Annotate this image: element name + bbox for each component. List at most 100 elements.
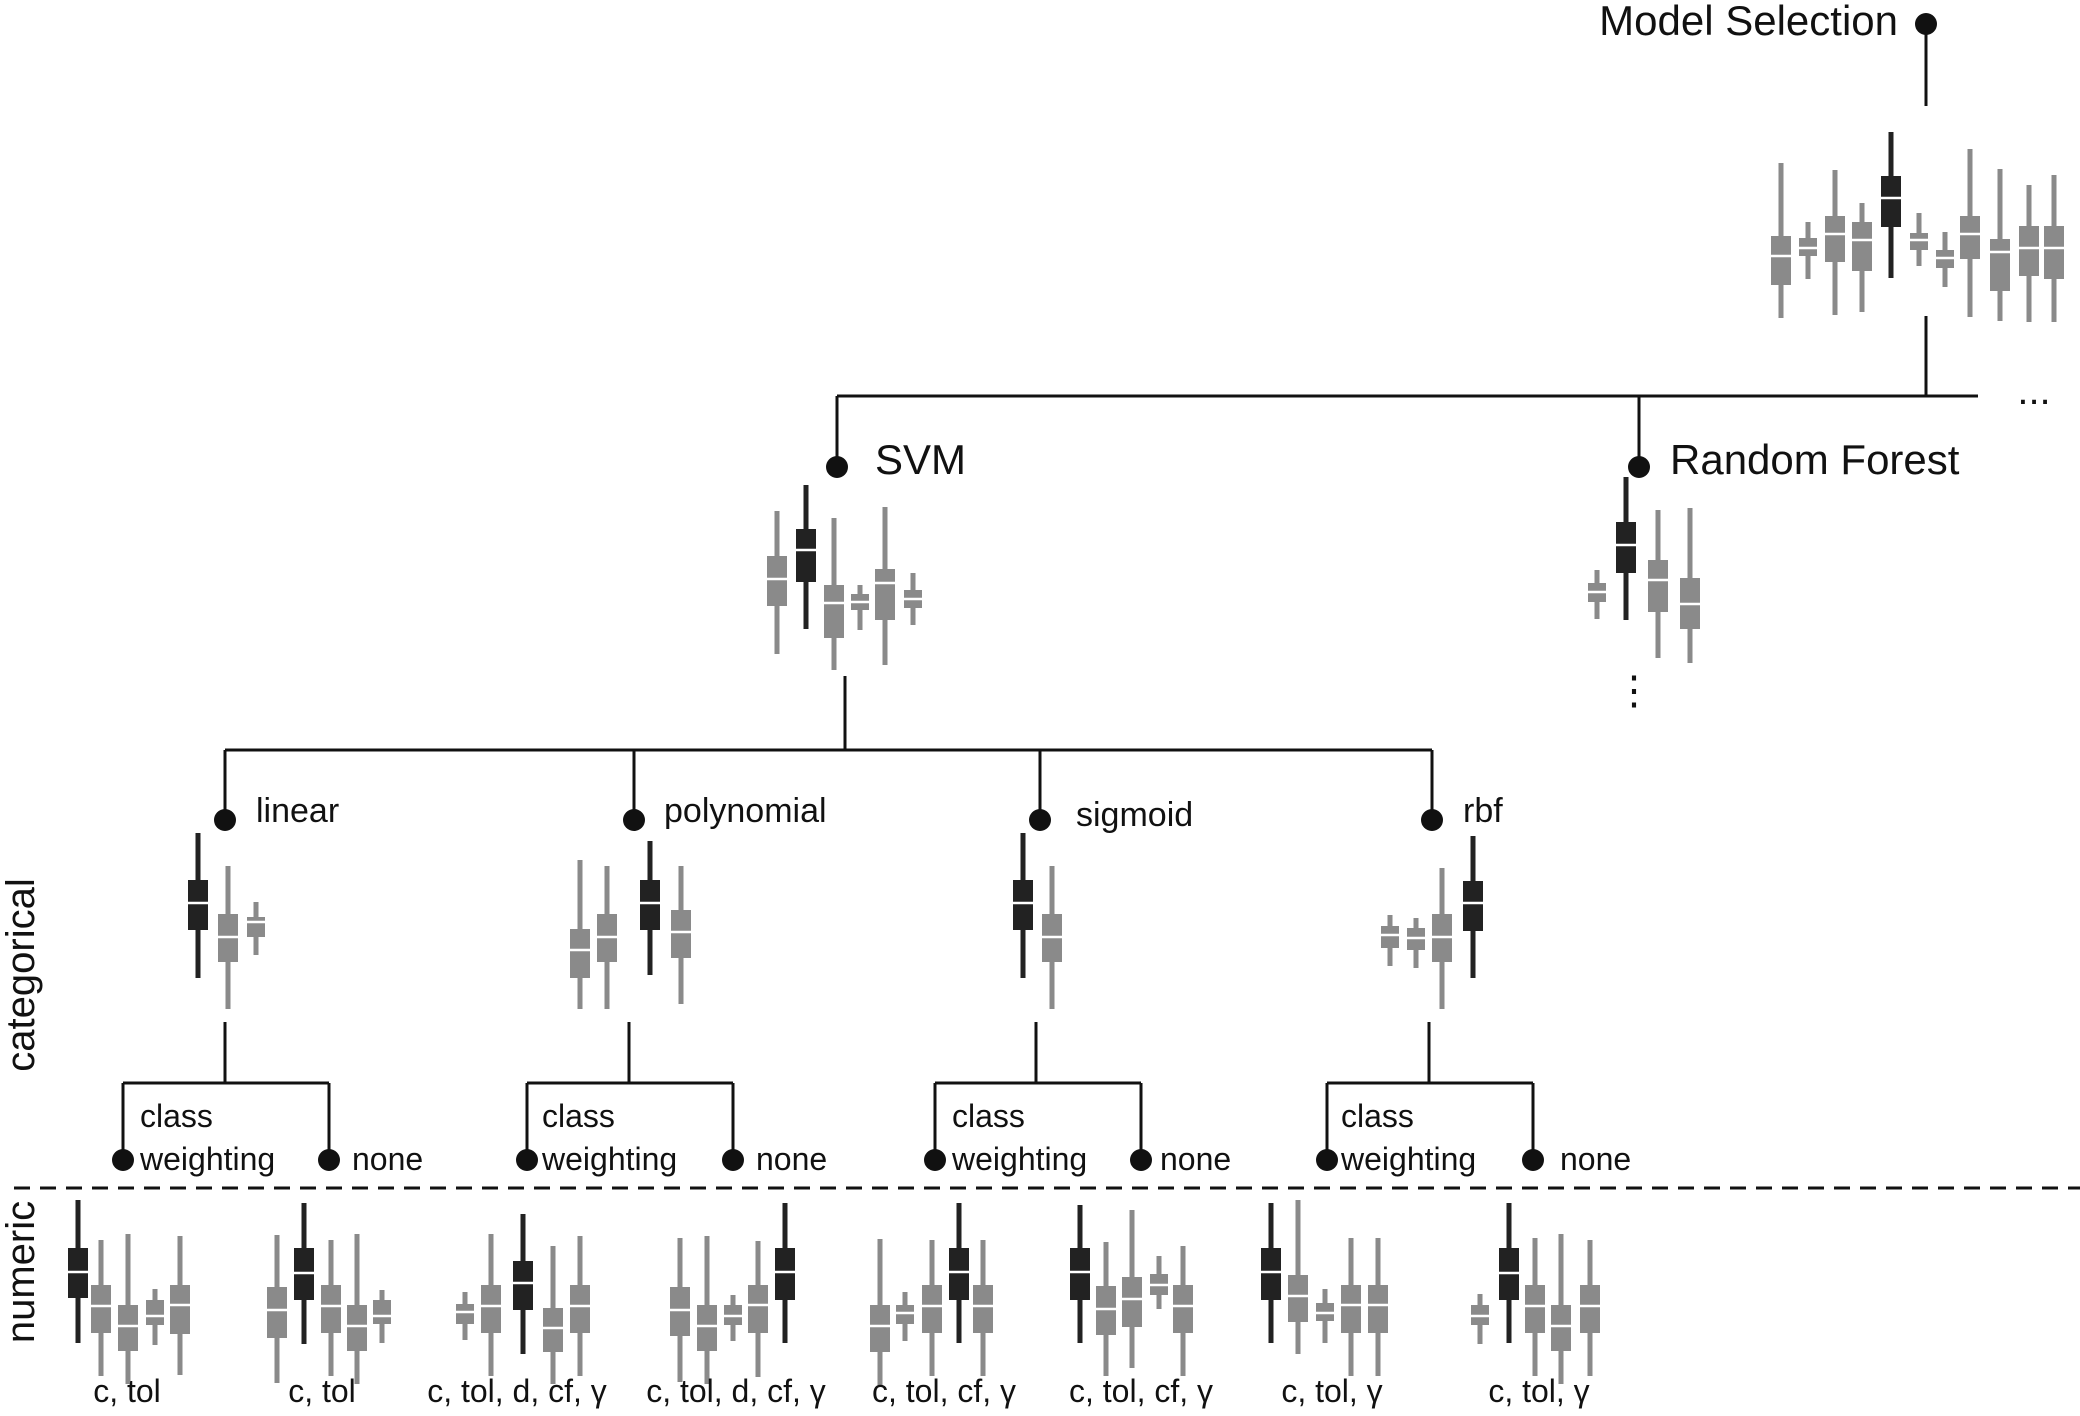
boxplot-4 xyxy=(748,1241,768,1377)
boxplot-box xyxy=(1825,216,1845,262)
boxplot-box xyxy=(671,910,691,958)
boxplot-box xyxy=(1341,1285,1361,1333)
boxplot-box xyxy=(2019,226,2039,276)
rbf-none-label: none xyxy=(1560,1141,1631,1177)
boxplot-3 xyxy=(1432,868,1452,1009)
root-node-label: Model Selection xyxy=(1599,0,1898,44)
sigmoid-none-label: none xyxy=(1160,1141,1231,1177)
boxplot-box xyxy=(373,1300,391,1324)
boxplot-box xyxy=(1173,1285,1193,1333)
boxplot-1 xyxy=(1381,915,1399,966)
boxplot-box xyxy=(1648,560,1668,612)
selected-boxplot-5 xyxy=(775,1203,795,1343)
boxplot-box xyxy=(1525,1285,1545,1333)
leaf-8-boxplot-group xyxy=(1471,1203,1600,1384)
root-boxplot-group xyxy=(1771,132,2064,322)
boxplot-box xyxy=(748,1285,768,1333)
rbf-node-dot xyxy=(1421,809,1443,831)
boxplot-box xyxy=(973,1285,993,1333)
boxplot-3 xyxy=(118,1234,138,1384)
boxplot-5 xyxy=(570,1236,590,1376)
selected-boxplot-1 xyxy=(1261,1203,1281,1343)
boxplot-5 xyxy=(1173,1246,1193,1376)
boxplot-box xyxy=(824,585,844,638)
boxplot-box xyxy=(170,1285,190,1334)
boxplot-box xyxy=(1881,176,1901,227)
sigmoid-class-weighting-dot xyxy=(924,1149,946,1171)
polynomial-none-label: none xyxy=(756,1141,827,1177)
sigmoid-node-dot xyxy=(1029,809,1051,831)
boxplot-1 xyxy=(767,511,787,654)
boxplot-box xyxy=(1261,1248,1281,1300)
boxplot-box xyxy=(456,1304,474,1324)
linear-node-dot xyxy=(214,809,236,831)
leaf-7-param-label: c, tol, γ xyxy=(1281,1373,1382,1409)
linear-weighting-branch: class weighting none xyxy=(112,1022,423,1177)
boxplot-box xyxy=(1990,239,2010,291)
boxplot-box xyxy=(875,569,895,620)
boxplot-3 xyxy=(321,1240,341,1376)
linear-boxplot-group xyxy=(188,833,265,1009)
boxplot-3 xyxy=(1316,1289,1334,1343)
boxplot-box xyxy=(543,1308,563,1352)
selected-boxplot-1 xyxy=(1013,833,1033,978)
sigmoid-weighting-branch: class weighting none xyxy=(924,1022,1231,1177)
polynomial-weighting-branch: class weighting none xyxy=(516,1022,827,1177)
svm-node-label: SVM xyxy=(875,436,966,483)
boxplot-4 xyxy=(347,1234,367,1384)
polynomial-class-label: class xyxy=(542,1098,615,1134)
boxplot-3 xyxy=(1525,1238,1545,1376)
more-models-ellipsis: ... xyxy=(2017,369,2050,413)
boxplot-box xyxy=(513,1261,533,1310)
boxplot-8 xyxy=(1960,149,1980,317)
boxplot-10 xyxy=(2019,185,2039,322)
boxplot-2 xyxy=(91,1240,111,1376)
boxplot-box xyxy=(1096,1286,1116,1335)
selected-boxplot-2 xyxy=(796,485,816,629)
linear-none-dot xyxy=(318,1149,340,1171)
boxplot-1 xyxy=(456,1292,474,1340)
boxplot-4 xyxy=(1680,508,1700,663)
boxplot-box xyxy=(767,556,787,606)
boxplot-3 xyxy=(247,902,265,955)
boxplot-3 xyxy=(1825,170,1845,315)
boxplot-box xyxy=(91,1285,111,1333)
boxplot-1 xyxy=(267,1235,287,1383)
boxplot-2 xyxy=(1288,1200,1308,1354)
boxplot-2 xyxy=(597,866,617,1009)
leaf-3-param-label: c, tol, d, cf, γ xyxy=(427,1373,607,1409)
linear-class-weighting-dot xyxy=(112,1149,134,1171)
boxplot-9 xyxy=(1990,169,2010,321)
boxplot-box xyxy=(796,529,816,582)
boxplot-4 xyxy=(851,585,869,630)
boxplot-5 xyxy=(973,1240,993,1376)
boxplot-box xyxy=(1463,881,1483,931)
boxplot-4 xyxy=(1551,1234,1571,1384)
sigmoid-weighting-label: weighting xyxy=(951,1141,1087,1177)
polynomial-class-weighting-dot xyxy=(516,1149,538,1171)
boxplot-box xyxy=(1910,233,1928,250)
linear-weighting-label: weighting xyxy=(139,1141,275,1177)
boxplot-box xyxy=(481,1285,501,1333)
boxplot-box xyxy=(1960,216,1980,259)
boxplot-box xyxy=(870,1305,890,1352)
boxplot-2 xyxy=(218,866,238,1009)
leaf-7-boxplot-group xyxy=(1261,1200,1388,1376)
sigmoid-none-dot xyxy=(1130,1149,1152,1171)
leaf-1-param-label: c, tol xyxy=(93,1373,161,1409)
boxplot-box xyxy=(247,917,265,937)
selected-boxplot-3 xyxy=(640,841,660,975)
boxplot-3 xyxy=(1122,1210,1142,1368)
polynomial-node-label: polynomial xyxy=(664,792,827,830)
boxplot-box xyxy=(570,1285,590,1333)
boxplot-box xyxy=(1013,880,1033,930)
boxplot-5 xyxy=(170,1236,190,1375)
random-forest-more-ellipsis: ⋮ xyxy=(1614,669,1654,713)
boxplot-5 xyxy=(1580,1240,1600,1376)
boxplot-box xyxy=(146,1300,164,1325)
boxplot-4 xyxy=(543,1246,563,1384)
categorical-side-label: categorical xyxy=(0,878,43,1071)
boxplot-4 xyxy=(1150,1256,1168,1309)
selected-boxplot-1 xyxy=(1070,1205,1090,1343)
boxplot-5 xyxy=(875,507,895,665)
